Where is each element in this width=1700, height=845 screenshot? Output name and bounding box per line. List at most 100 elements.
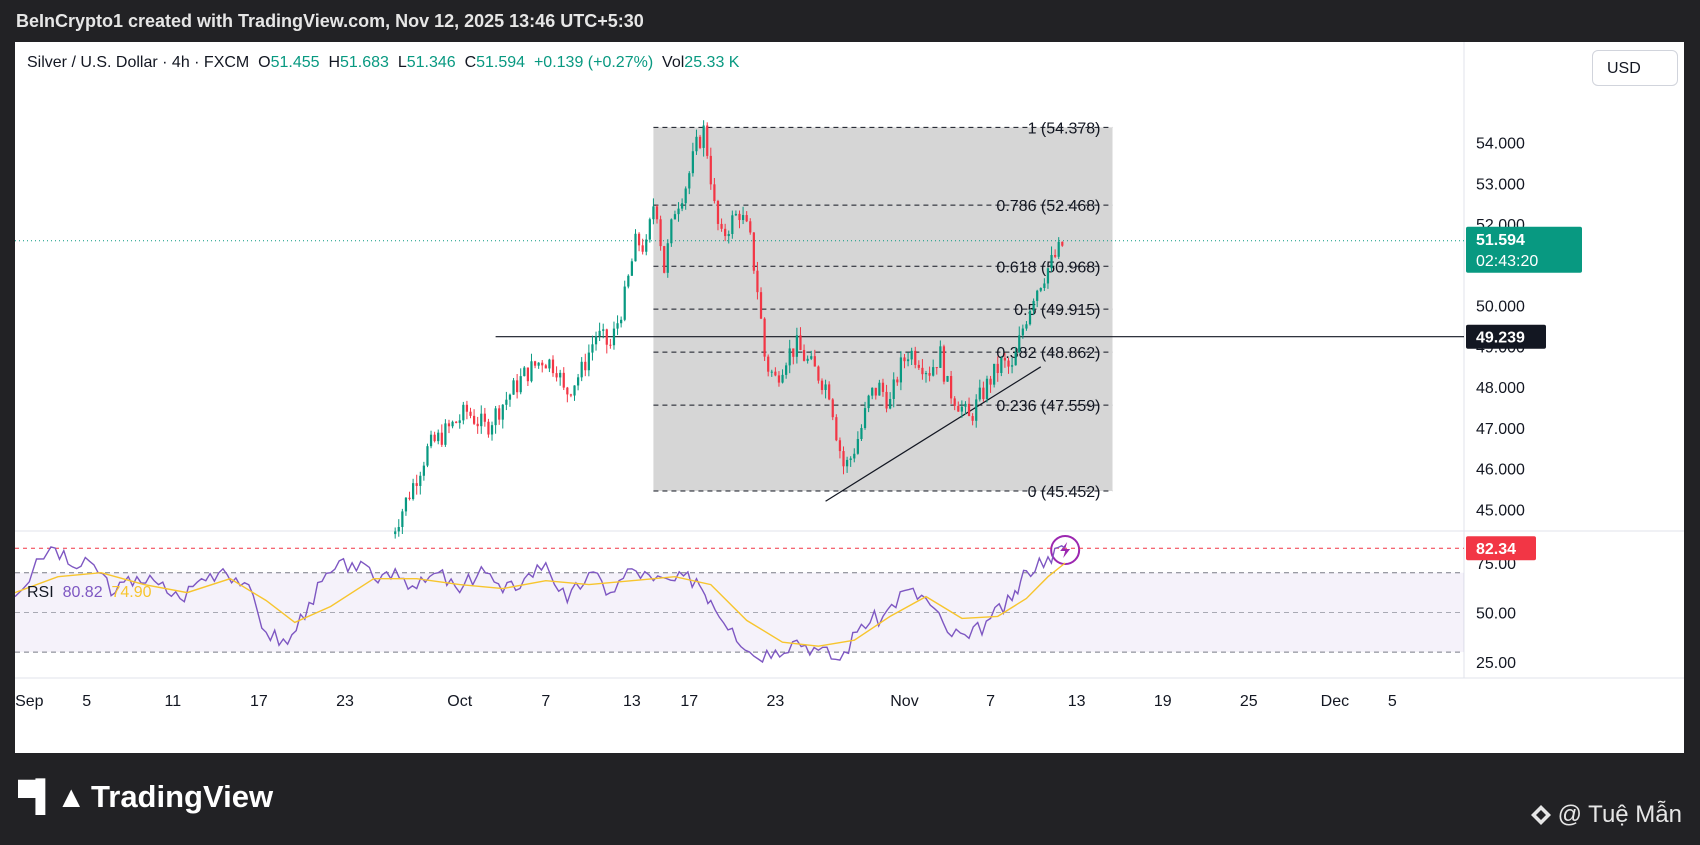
candle-body xyxy=(429,434,433,447)
symbol-name[interactable]: Silver / U.S. Dollar · 4h · FXCM xyxy=(27,54,250,71)
candle-body xyxy=(602,329,605,331)
candle-body xyxy=(422,465,425,476)
rsi-label[interactable]: RSI xyxy=(27,584,54,601)
candle-body xyxy=(795,335,798,357)
candle-body xyxy=(612,328,616,346)
candle-body xyxy=(716,201,720,224)
candle-body xyxy=(462,404,465,421)
candle-body xyxy=(993,363,996,385)
candle-body xyxy=(709,155,712,185)
candle-body xyxy=(1010,365,1014,367)
candle-body xyxy=(896,379,899,383)
candle-body xyxy=(451,421,454,427)
candle-body xyxy=(1054,255,1057,257)
candle-body xyxy=(440,432,443,445)
candle-body xyxy=(978,387,981,400)
candle-body xyxy=(691,151,694,174)
volume-label: Vol xyxy=(662,54,685,71)
candle-body xyxy=(971,416,974,421)
rsi-current-tag xyxy=(1466,536,1536,561)
candle-body xyxy=(777,375,781,383)
candle-body xyxy=(670,219,673,244)
currency-button[interactable]: USD xyxy=(1592,50,1678,86)
tradingview-logo[interactable]: ▀▍▲ TradingView xyxy=(18,779,273,815)
candle-body xyxy=(648,219,651,240)
candle-body xyxy=(824,384,827,390)
candle-body xyxy=(1046,268,1050,284)
candle-body xyxy=(838,440,842,452)
candle-body xyxy=(802,349,806,361)
candle-body xyxy=(932,367,935,376)
candle-body xyxy=(910,350,913,360)
candle-body xyxy=(1039,287,1042,291)
candle-body xyxy=(630,261,634,276)
candle-body xyxy=(433,434,436,442)
candle-body xyxy=(483,413,486,422)
candle-body xyxy=(616,323,619,329)
candle-body xyxy=(867,395,870,409)
rsi-tick-label: 25.00 xyxy=(1476,655,1516,672)
candle-body xyxy=(985,378,989,400)
candle-body xyxy=(949,376,953,399)
candle-body xyxy=(412,483,415,500)
candle-body xyxy=(580,361,583,378)
author-name: @ Tuệ Mẫn xyxy=(1557,801,1682,828)
tradingview-brand: TradingView xyxy=(91,779,274,814)
candle-body xyxy=(472,415,476,424)
time-tick-label: Oct xyxy=(447,693,472,710)
candle-body xyxy=(960,406,963,412)
candle-body xyxy=(741,215,745,221)
candle-body xyxy=(637,233,641,246)
candle-body xyxy=(806,358,809,361)
candle-body xyxy=(906,359,910,362)
candle-body xyxy=(512,380,515,395)
candle-body xyxy=(465,404,469,412)
open-value: 51.455 xyxy=(270,54,320,71)
candle-body xyxy=(519,376,522,393)
candle-body xyxy=(698,136,702,148)
candle-body xyxy=(734,213,738,216)
chart-frame[interactable]: 1 (54.378) 0.786 (52.468) 0.618 (50.968) 0.… xyxy=(15,42,1684,753)
candle-body xyxy=(663,246,666,273)
candle-body xyxy=(810,356,813,359)
candle-body xyxy=(738,213,741,221)
price-tick-label: 46.000 xyxy=(1476,462,1525,479)
candle-body xyxy=(605,329,608,345)
fib-level-label: 0.618 (50.968) xyxy=(996,259,1100,276)
candle-body xyxy=(1028,310,1032,325)
candle-body xyxy=(928,373,931,376)
candle-body xyxy=(996,363,999,374)
candle-body xyxy=(957,405,960,412)
tradingview-mark-icon: ▀▍▲ xyxy=(18,780,86,814)
price-tick-label: 45.000 xyxy=(1476,502,1525,519)
open-label: O xyxy=(258,54,271,71)
candle-body xyxy=(889,398,892,409)
candle-body xyxy=(727,234,730,237)
candle-body xyxy=(914,350,917,365)
candle-body xyxy=(469,411,472,416)
candle-body xyxy=(584,361,587,371)
candle-body xyxy=(487,421,490,435)
candle-body xyxy=(401,511,404,527)
ascending-trendline xyxy=(825,366,1042,502)
attribution-bar: BeInCrypto1 created with TradingView.com… xyxy=(0,0,1700,42)
price-tick-label: 48.000 xyxy=(1476,380,1525,397)
candle-body xyxy=(404,497,408,512)
change-value: +0.139 (+0.27%) xyxy=(533,54,654,71)
time-tick-label: 17 xyxy=(680,693,698,710)
candle-body xyxy=(516,380,519,393)
candle-body xyxy=(1000,357,1003,374)
candle-body xyxy=(788,348,791,366)
candle-body xyxy=(397,526,400,532)
candle-body xyxy=(756,270,759,293)
support-level-tag xyxy=(1466,324,1546,349)
candle-body xyxy=(437,432,440,442)
chart-svg[interactable]: 1 (54.378) 0.786 (52.468) 0.618 (50.968) 0.… xyxy=(15,42,1684,753)
candle-body xyxy=(634,233,637,262)
candle-body xyxy=(842,451,845,467)
candle-body xyxy=(695,136,698,152)
candle-body xyxy=(885,391,888,409)
candle-body xyxy=(490,425,494,435)
rsi-legend: RSI 80.82 74.90 xyxy=(27,584,152,602)
candle-body xyxy=(533,361,537,366)
